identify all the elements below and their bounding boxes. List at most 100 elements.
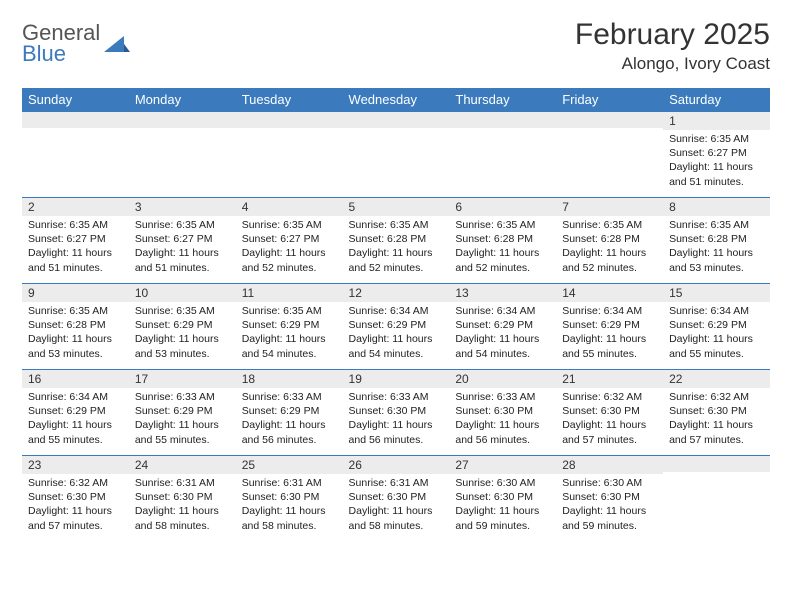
calendar-day-cell: 12Sunrise: 6:34 AMSunset: 6:29 PMDayligh…: [343, 284, 450, 370]
day-header: Wednesday: [343, 88, 450, 112]
sunset-text: Sunset: 6:30 PM: [135, 490, 230, 504]
day-info: Sunrise: 6:31 AMSunset: 6:30 PMDaylight:…: [343, 474, 450, 537]
sunrise-text: Sunrise: 6:32 AM: [562, 390, 657, 404]
sunrise-text: Sunrise: 6:32 AM: [28, 476, 123, 490]
sunset-text: Sunset: 6:28 PM: [669, 232, 764, 246]
sunset-text: Sunset: 6:29 PM: [135, 404, 230, 418]
sunset-text: Sunset: 6:28 PM: [349, 232, 444, 246]
location-label: Alongo, Ivory Coast: [575, 54, 770, 74]
day-number: 1: [663, 112, 770, 130]
day-number: 25: [236, 456, 343, 474]
calendar-day-cell: [556, 112, 663, 198]
day-info: Sunrise: 6:34 AMSunset: 6:29 PMDaylight:…: [343, 302, 450, 365]
calendar-day-cell: 20Sunrise: 6:33 AMSunset: 6:30 PMDayligh…: [449, 370, 556, 456]
sunset-text: Sunset: 6:30 PM: [28, 490, 123, 504]
day-info: Sunrise: 6:35 AMSunset: 6:28 PMDaylight:…: [556, 216, 663, 279]
daylight-text: Daylight: 11 hours and 55 minutes.: [28, 418, 123, 446]
month-title: February 2025: [575, 18, 770, 52]
calendar-week-row: 23Sunrise: 6:32 AMSunset: 6:30 PMDayligh…: [22, 456, 770, 542]
day-info: Sunrise: 6:32 AMSunset: 6:30 PMDaylight:…: [556, 388, 663, 451]
daylight-text: Daylight: 11 hours and 54 minutes.: [242, 332, 337, 360]
day-number: 27: [449, 456, 556, 474]
day-number: 20: [449, 370, 556, 388]
sunrise-text: Sunrise: 6:35 AM: [669, 132, 764, 146]
daylight-text: Daylight: 11 hours and 56 minutes.: [349, 418, 444, 446]
calendar-day-cell: 10Sunrise: 6:35 AMSunset: 6:29 PMDayligh…: [129, 284, 236, 370]
calendar-week-row: 2Sunrise: 6:35 AMSunset: 6:27 PMDaylight…: [22, 198, 770, 284]
sunset-text: Sunset: 6:30 PM: [242, 490, 337, 504]
sunset-text: Sunset: 6:27 PM: [669, 146, 764, 160]
daylight-text: Daylight: 11 hours and 55 minutes.: [135, 418, 230, 446]
day-info: Sunrise: 6:35 AMSunset: 6:28 PMDaylight:…: [663, 216, 770, 279]
day-info: Sunrise: 6:31 AMSunset: 6:30 PMDaylight:…: [236, 474, 343, 537]
calendar-table: Sunday Monday Tuesday Wednesday Thursday…: [22, 88, 770, 542]
day-number: 9: [22, 284, 129, 302]
sunrise-text: Sunrise: 6:34 AM: [562, 304, 657, 318]
day-number: [343, 112, 450, 128]
sunset-text: Sunset: 6:29 PM: [242, 404, 337, 418]
sunrise-text: Sunrise: 6:32 AM: [669, 390, 764, 404]
day-number: 12: [343, 284, 450, 302]
day-number: 19: [343, 370, 450, 388]
sunrise-text: Sunrise: 6:31 AM: [242, 476, 337, 490]
sunrise-text: Sunrise: 6:34 AM: [349, 304, 444, 318]
sunrise-text: Sunrise: 6:35 AM: [28, 218, 123, 232]
calendar-day-cell: [129, 112, 236, 198]
day-number: [663, 456, 770, 472]
day-number: 28: [556, 456, 663, 474]
day-info: Sunrise: 6:32 AMSunset: 6:30 PMDaylight:…: [22, 474, 129, 537]
day-info: Sunrise: 6:35 AMSunset: 6:27 PMDaylight:…: [663, 130, 770, 193]
sunrise-text: Sunrise: 6:35 AM: [562, 218, 657, 232]
calendar-day-cell: 19Sunrise: 6:33 AMSunset: 6:30 PMDayligh…: [343, 370, 450, 456]
sunrise-text: Sunrise: 6:30 AM: [455, 476, 550, 490]
day-number: 7: [556, 198, 663, 216]
calendar-day-cell: [236, 112, 343, 198]
calendar-day-cell: [663, 456, 770, 542]
calendar-day-cell: [343, 112, 450, 198]
brand-triangle-icon: [104, 34, 130, 56]
day-info: Sunrise: 6:35 AMSunset: 6:28 PMDaylight:…: [343, 216, 450, 279]
daylight-text: Daylight: 11 hours and 56 minutes.: [242, 418, 337, 446]
sunrise-text: Sunrise: 6:35 AM: [669, 218, 764, 232]
day-number: 21: [556, 370, 663, 388]
daylight-text: Daylight: 11 hours and 53 minutes.: [28, 332, 123, 360]
calendar-day-cell: 22Sunrise: 6:32 AMSunset: 6:30 PMDayligh…: [663, 370, 770, 456]
sunset-text: Sunset: 6:28 PM: [28, 318, 123, 332]
day-header-row: Sunday Monday Tuesday Wednesday Thursday…: [22, 88, 770, 112]
day-number: 3: [129, 198, 236, 216]
sunset-text: Sunset: 6:27 PM: [242, 232, 337, 246]
daylight-text: Daylight: 11 hours and 52 minutes.: [455, 246, 550, 274]
calendar-day-cell: 18Sunrise: 6:33 AMSunset: 6:29 PMDayligh…: [236, 370, 343, 456]
daylight-text: Daylight: 11 hours and 54 minutes.: [349, 332, 444, 360]
day-info: Sunrise: 6:32 AMSunset: 6:30 PMDaylight:…: [663, 388, 770, 451]
calendar-day-cell: 1Sunrise: 6:35 AMSunset: 6:27 PMDaylight…: [663, 112, 770, 198]
calendar-day-cell: 17Sunrise: 6:33 AMSunset: 6:29 PMDayligh…: [129, 370, 236, 456]
day-number: 5: [343, 198, 450, 216]
day-info: Sunrise: 6:35 AMSunset: 6:27 PMDaylight:…: [129, 216, 236, 279]
sunset-text: Sunset: 6:30 PM: [455, 490, 550, 504]
sunset-text: Sunset: 6:29 PM: [349, 318, 444, 332]
day-info: Sunrise: 6:34 AMSunset: 6:29 PMDaylight:…: [449, 302, 556, 365]
calendar-week-row: 1Sunrise: 6:35 AMSunset: 6:27 PMDaylight…: [22, 112, 770, 198]
sunrise-text: Sunrise: 6:33 AM: [135, 390, 230, 404]
sunset-text: Sunset: 6:27 PM: [135, 232, 230, 246]
day-header: Friday: [556, 88, 663, 112]
day-info: Sunrise: 6:34 AMSunset: 6:29 PMDaylight:…: [663, 302, 770, 365]
calendar-week-row: 9Sunrise: 6:35 AMSunset: 6:28 PMDaylight…: [22, 284, 770, 370]
calendar-day-cell: 24Sunrise: 6:31 AMSunset: 6:30 PMDayligh…: [129, 456, 236, 542]
calendar-day-cell: 15Sunrise: 6:34 AMSunset: 6:29 PMDayligh…: [663, 284, 770, 370]
daylight-text: Daylight: 11 hours and 52 minutes.: [562, 246, 657, 274]
day-number: 16: [22, 370, 129, 388]
day-info: Sunrise: 6:34 AMSunset: 6:29 PMDaylight:…: [556, 302, 663, 365]
calendar-day-cell: 23Sunrise: 6:32 AMSunset: 6:30 PMDayligh…: [22, 456, 129, 542]
sunset-text: Sunset: 6:29 PM: [28, 404, 123, 418]
day-number: 8: [663, 198, 770, 216]
daylight-text: Daylight: 11 hours and 51 minutes.: [669, 160, 764, 188]
calendar-day-cell: 6Sunrise: 6:35 AMSunset: 6:28 PMDaylight…: [449, 198, 556, 284]
day-number: 13: [449, 284, 556, 302]
daylight-text: Daylight: 11 hours and 57 minutes.: [669, 418, 764, 446]
daylight-text: Daylight: 11 hours and 53 minutes.: [135, 332, 230, 360]
daylight-text: Daylight: 11 hours and 52 minutes.: [242, 246, 337, 274]
day-number: 11: [236, 284, 343, 302]
daylight-text: Daylight: 11 hours and 58 minutes.: [349, 504, 444, 532]
